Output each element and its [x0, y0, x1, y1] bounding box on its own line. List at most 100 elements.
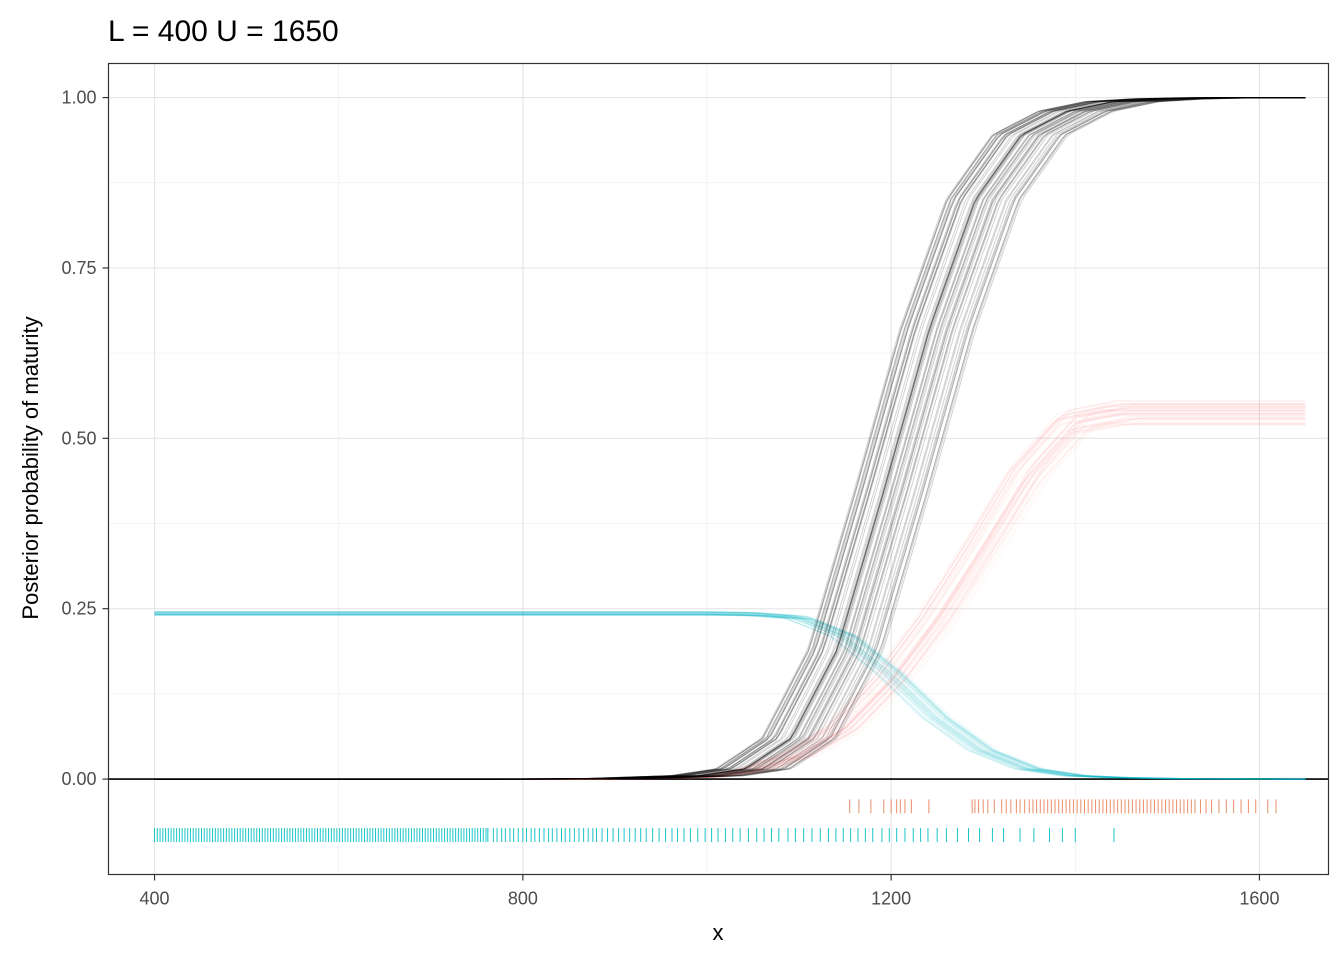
series-0-draw-line: [154, 97, 1306, 780]
series-0-draw-line: [154, 97, 1306, 780]
series-0-draw-line: [154, 97, 1306, 780]
series-1-draw-line: [154, 407, 1306, 780]
series-0-draw-line: [154, 97, 1306, 780]
series-0-draw-line: [154, 97, 1306, 780]
series-2-draw-line: [154, 613, 1306, 780]
series-0-draw-line: [154, 97, 1306, 780]
series-2-draw-line: [154, 614, 1306, 780]
series-0-draw-line: [154, 97, 1306, 780]
series-2-draw-line: [154, 613, 1306, 780]
series-0-draw-line: [154, 97, 1306, 780]
x-axis: 400 800 1200 1600: [140, 874, 1279, 909]
series-1-draws: [154, 399, 1306, 780]
series-1-draw-line: [154, 417, 1306, 780]
series-0-draw-line: [154, 97, 1306, 780]
series-1-draw-line: [154, 410, 1306, 780]
series-2-draw-line: [154, 613, 1306, 780]
series-1-draw-line: [154, 399, 1306, 780]
series-2-draw-line: [154, 614, 1306, 780]
series-2-draw-line: [154, 614, 1306, 780]
chart-title: L = 400 U = 1650: [108, 15, 339, 48]
series-2-draw-line: [154, 612, 1306, 780]
y-axis-title: Posterior probability of maturity: [18, 316, 43, 619]
series-2-draw-line: [154, 612, 1306, 780]
series-2-draw-line: [154, 614, 1306, 780]
series-1-draw-line: [154, 418, 1306, 780]
series-1-draw-line: [154, 407, 1306, 780]
series-0-draw-line: [154, 97, 1306, 780]
series-0-draw-line: [154, 97, 1306, 780]
series-1-draw-line: [154, 409, 1306, 780]
series-0-draw-line: [154, 97, 1306, 780]
series-0-draw-line: [154, 97, 1306, 780]
series-0-draw-line: [154, 97, 1306, 780]
series-1-draw-line: [154, 424, 1306, 780]
series-2-draw-line: [154, 611, 1306, 780]
series-0-draw-line: [154, 97, 1306, 780]
series-0-draw-line: [154, 97, 1306, 780]
rug-layer: [154, 799, 1277, 842]
series-0-draw-line: [154, 97, 1306, 780]
plot-panel-border: [107, 62, 1330, 876]
series-1-draw-line: [154, 407, 1306, 780]
series-2-draw-line: [154, 613, 1306, 780]
series-2-draw-line: [154, 611, 1306, 780]
series-1-draw-line: [154, 403, 1306, 780]
series-0-draw-line: [154, 97, 1306, 780]
series-0-draw-line: [154, 97, 1306, 780]
series-2-draw-line: [154, 611, 1306, 780]
series-1-draw-line: [154, 405, 1306, 780]
series-1-draw-line: [154, 414, 1306, 780]
series-0-draw-line: [154, 97, 1306, 780]
series-0-draw-line: [154, 97, 1306, 780]
series-2-draw-line: [154, 611, 1306, 780]
series-2-draw-line: [154, 612, 1306, 780]
series-2-draw-line: [154, 612, 1306, 780]
series-1-draw-line: [154, 420, 1306, 780]
series-1-draw-line: [154, 406, 1306, 780]
series-0-draw-line: [154, 97, 1306, 780]
series-2-draw-line: [154, 611, 1306, 780]
series-0-draw-line: [154, 97, 1306, 780]
x-axis-title: x: [713, 920, 724, 945]
series-0-draw-line: [154, 97, 1306, 780]
series-0-draw-line: [154, 97, 1306, 780]
series-2-draw-line: [154, 611, 1306, 780]
series-0-draw-line: [154, 97, 1306, 780]
x-tick-label: 1600: [1239, 889, 1279, 909]
rug-0: [849, 799, 1277, 814]
series-2-draw-line: [154, 613, 1306, 780]
series-0-draw-line: [154, 97, 1306, 780]
series-2-draw-line: [154, 614, 1306, 780]
series-1-draw-line: [154, 423, 1306, 780]
series-0-draw-line: [154, 97, 1306, 780]
series-2-draw-line: [154, 612, 1306, 780]
series-0-draw-line: [154, 97, 1306, 780]
series-2-draw-line: [154, 611, 1306, 780]
series-0-draw-line: [154, 97, 1306, 780]
series-1-draw-line: [154, 423, 1306, 780]
series-1-draw-line: [154, 409, 1306, 780]
series-0-draw-line: [154, 97, 1306, 780]
series-0-draw-line: [154, 97, 1306, 780]
series-0-draw-line: [154, 97, 1306, 780]
series-0-draw-line: [154, 97, 1306, 780]
series-0-draw-line: [154, 97, 1306, 780]
series-2-draw-line: [154, 612, 1306, 780]
series-0-draw-line: [154, 97, 1306, 780]
series-2-draw-line: [154, 613, 1306, 780]
series-2-draw-line: [154, 613, 1306, 780]
series-1-draw-line: [154, 418, 1306, 780]
series-0-draw-line: [154, 97, 1306, 780]
series-1-draw-line: [154, 403, 1306, 780]
series-0-draws: [154, 97, 1306, 780]
series-2-draws: [154, 611, 1306, 780]
series-1-draw-line: [154, 410, 1306, 780]
y-tick-label: 0.50: [61, 428, 96, 448]
series-1-draw-line: [154, 403, 1306, 780]
series-2-draw-line: [154, 611, 1306, 780]
series-0-draw-line: [154, 97, 1306, 780]
series-1-draw-line: [154, 400, 1306, 780]
series-1-draw-line: [154, 412, 1306, 780]
series-0-draw-line: [154, 97, 1306, 780]
